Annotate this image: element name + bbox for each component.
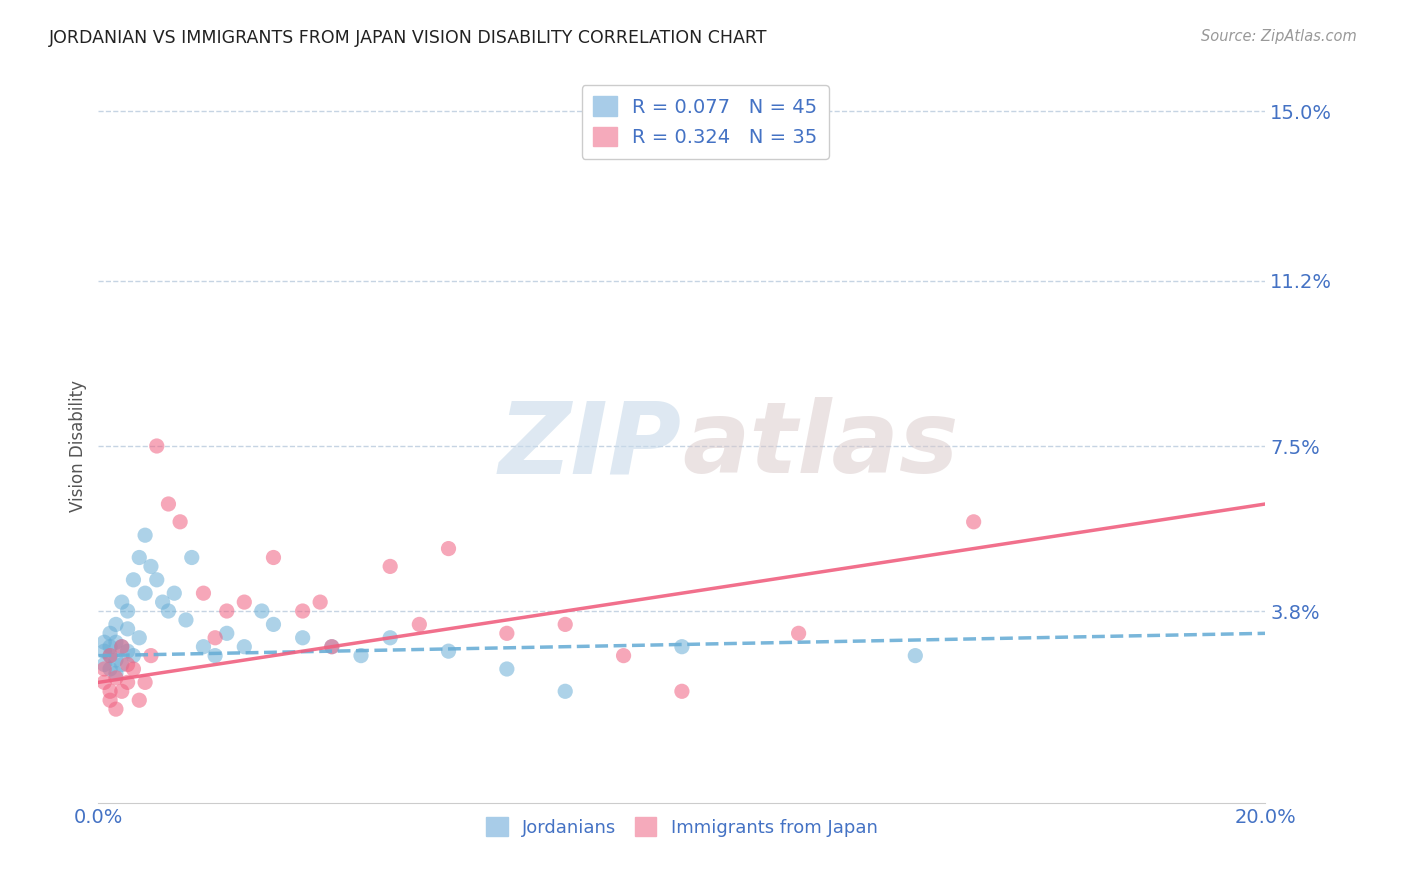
Point [93,675,115,690]
Point [496,662,519,676]
Point [309,595,332,609]
Point [117,604,139,618]
Point [93,657,115,672]
Point [98,640,121,654]
Point [671,684,693,698]
Point [104,653,127,667]
Point [111,640,134,654]
Point [122,648,145,663]
Point [104,671,127,685]
Point [104,702,127,716]
Text: JORDANIAN VS IMMIGRANTS FROM JAPAN VISION DISABILITY CORRELATION CHART: JORDANIAN VS IMMIGRANTS FROM JAPAN VISIO… [49,29,768,46]
Point [204,648,226,663]
Point [380,631,402,645]
Point [117,657,139,672]
Point [262,550,284,565]
Point [104,617,127,632]
Point [122,662,145,676]
Point [139,648,162,663]
Point [111,640,134,654]
Point [117,644,139,658]
Point [262,617,284,632]
Point [111,684,134,698]
Point [215,604,238,618]
Point [787,626,810,640]
Point [408,617,430,632]
Point [122,573,145,587]
Point [93,644,115,658]
Y-axis label: Vision Disability: Vision Disability [69,380,87,512]
Point [111,657,134,672]
Point [163,586,186,600]
Point [291,604,314,618]
Point [180,550,202,565]
Point [98,626,121,640]
Point [98,662,121,676]
Point [93,662,115,676]
Point [437,644,460,658]
Point [134,528,156,542]
Point [291,631,314,645]
Point [437,541,460,556]
Point [250,604,273,618]
Point [321,640,343,654]
Point [554,617,576,632]
Point [612,648,634,663]
Point [139,559,162,574]
Point [146,573,169,587]
Point [98,648,121,663]
Point [169,515,191,529]
Point [204,631,226,645]
Point [93,635,115,649]
Point [152,595,174,609]
Point [98,684,121,698]
Point [496,626,519,640]
Point [157,604,180,618]
Point [380,559,402,574]
Point [350,648,373,663]
Point [117,622,139,636]
Point [671,640,693,654]
Point [128,631,150,645]
Text: ZIP: ZIP [499,398,682,494]
Point [215,626,238,640]
Point [128,550,150,565]
Text: Source: ZipAtlas.com: Source: ZipAtlas.com [1201,29,1357,44]
Point [962,515,984,529]
Point [157,497,180,511]
Point [321,640,343,654]
Text: atlas: atlas [682,398,959,494]
Point [128,693,150,707]
Point [554,684,576,698]
Point [111,595,134,609]
Point [146,439,169,453]
Point [193,586,215,600]
Point [233,595,256,609]
Point [134,586,156,600]
Point [134,675,156,690]
Point [117,675,139,690]
Legend: Jordanians, Immigrants from Japan: Jordanians, Immigrants from Japan [479,810,884,844]
Point [98,648,121,663]
Point [104,666,127,681]
Point [98,693,121,707]
Point [233,640,256,654]
Point [104,635,127,649]
Point [193,640,215,654]
Point [904,648,927,663]
Point [174,613,197,627]
